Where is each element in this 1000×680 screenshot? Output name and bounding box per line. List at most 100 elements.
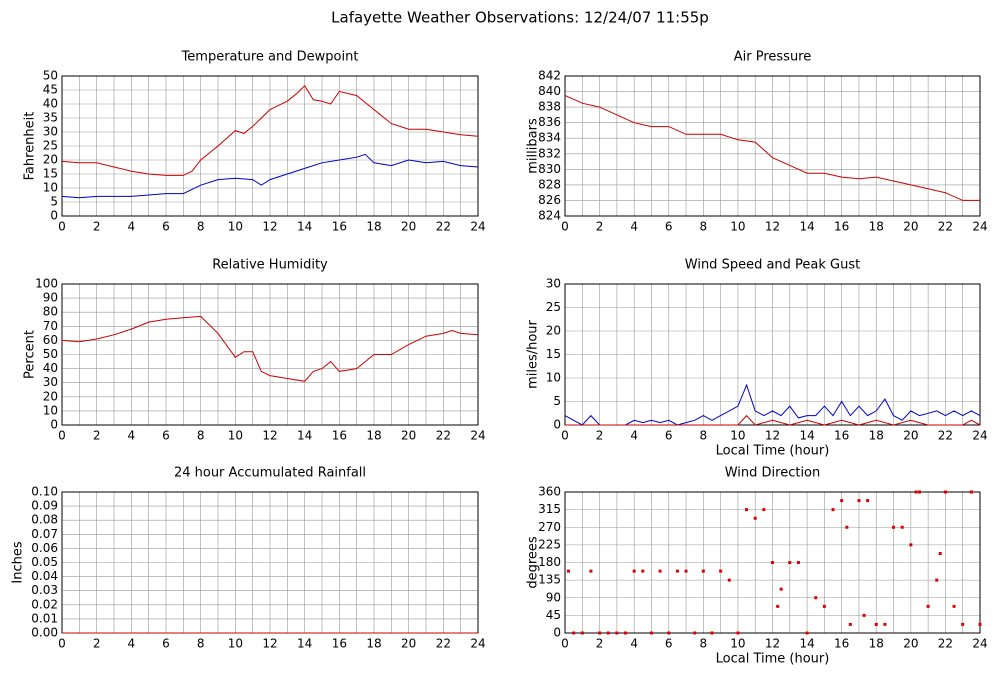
y-tick-label: 832 — [538, 146, 561, 160]
y-tick-label: 45 — [546, 608, 561, 622]
data-point — [606, 631, 610, 635]
data-point — [862, 613, 866, 617]
y-tick-label: 25 — [546, 300, 561, 314]
y-tick-label: 0.04 — [31, 569, 58, 583]
data-point — [822, 604, 826, 608]
plot-frame — [61, 75, 479, 217]
x-tick-label: 6 — [162, 220, 170, 234]
y-tick-label: 0.00 — [31, 626, 58, 640]
y-tick-label: 225 — [538, 537, 561, 551]
data-point — [727, 578, 731, 582]
data-point — [892, 525, 896, 529]
x-tick-label: 8 — [700, 637, 708, 651]
chart-title: Wind Direction — [725, 466, 821, 481]
y-tick-label: 5 — [50, 195, 58, 209]
y-tick-label: 90 — [43, 291, 58, 305]
plot-frame — [564, 491, 981, 634]
data-line — [564, 383, 981, 426]
data-line — [61, 85, 479, 176]
y-axis-label: degrees — [526, 536, 541, 589]
plot-frame — [564, 283, 981, 426]
y-tick-label: 0.01 — [31, 611, 58, 625]
x-tick-label: 6 — [162, 637, 170, 651]
data-point — [788, 561, 792, 564]
data-point — [693, 631, 697, 635]
x-tick-label: 4 — [128, 220, 136, 234]
x-tick-label: 14 — [799, 429, 814, 443]
data-point — [926, 604, 930, 608]
y-tick-label: 135 — [538, 573, 561, 587]
data-point — [684, 569, 688, 573]
chart-title: Wind Speed and Peak Gust — [685, 258, 860, 273]
x-tick-label: 24 — [972, 220, 987, 234]
x-tick-label: 2 — [596, 429, 604, 443]
y-tick-label: 15 — [546, 347, 561, 361]
x-tick-label: 12 — [765, 220, 780, 234]
y-tick-label: 20 — [43, 389, 58, 403]
data-point — [961, 622, 965, 626]
y-tick-label: 838 — [538, 100, 561, 114]
y-tick-label: 80 — [43, 305, 58, 319]
data-point — [848, 622, 852, 626]
data-point — [779, 587, 783, 591]
x-tick-label: 20 — [903, 637, 918, 651]
y-tick-label: 0 — [50, 418, 58, 432]
x-tick-label: 14 — [799, 637, 814, 651]
x-tick-label: 2 — [596, 637, 604, 651]
data-point — [719, 569, 723, 573]
x-tick-label: 2 — [93, 637, 101, 651]
data-point — [589, 569, 593, 573]
data-line — [61, 153, 479, 199]
x-tick-label: 12 — [262, 637, 277, 651]
x-tick-label: 16 — [332, 637, 347, 651]
y-tick-label: 834 — [538, 131, 561, 145]
data-point — [632, 569, 636, 573]
x-tick-label: 14 — [297, 637, 312, 651]
data-point — [883, 622, 887, 626]
x-tick-label: 8 — [700, 429, 708, 443]
data-line — [565, 414, 981, 426]
x-tick-label: 24 — [470, 220, 485, 234]
data-point — [566, 569, 570, 573]
y-tick-label: 30 — [546, 277, 561, 291]
x-tick-label: 18 — [366, 220, 381, 234]
x-tick-label: 22 — [938, 637, 953, 651]
x-tick-label: 4 — [128, 429, 136, 443]
y-tick-label: 824 — [538, 209, 561, 223]
data-point — [771, 561, 774, 564]
x-tick-label: 4 — [630, 637, 638, 651]
x-axis-label: Local Time (hour) — [716, 444, 830, 459]
data-point — [649, 631, 653, 635]
y-tick-label: 828 — [538, 177, 561, 191]
y-axis-label: miles/hour — [526, 319, 541, 388]
data-point — [624, 631, 628, 635]
y-tick-label: 0.03 — [31, 583, 58, 597]
data-point — [580, 631, 584, 635]
chart-title: Air Pressure — [734, 50, 812, 65]
y-tick-label: 315 — [538, 502, 561, 516]
y-tick-label: 60 — [43, 333, 58, 347]
x-tick-label: 6 — [665, 637, 673, 651]
x-tick-label: 16 — [332, 429, 347, 443]
x-tick-label: 8 — [197, 220, 205, 234]
y-tick-label: 20 — [546, 324, 561, 338]
x-tick-label: 4 — [630, 429, 638, 443]
y-tick-label: 270 — [538, 520, 561, 534]
data-point — [710, 631, 714, 635]
x-tick-label: 24 — [470, 637, 485, 651]
x-tick-label: 10 — [730, 637, 745, 651]
x-tick-label: 4 — [630, 220, 638, 234]
x-tick-label: 2 — [93, 429, 101, 443]
x-tick-label: 0 — [561, 637, 569, 651]
y-tick-label: 826 — [538, 193, 561, 207]
x-tick-label: 22 — [436, 429, 451, 443]
data-point — [598, 631, 602, 635]
x-tick-label: 0 — [561, 220, 569, 234]
data-point — [952, 604, 956, 608]
x-tick-label: 18 — [869, 220, 884, 234]
data-point — [776, 604, 780, 608]
y-tick-label: 90 — [546, 590, 561, 604]
x-tick-label: 22 — [436, 637, 451, 651]
x-tick-label: 18 — [366, 429, 381, 443]
data-point — [615, 631, 619, 635]
